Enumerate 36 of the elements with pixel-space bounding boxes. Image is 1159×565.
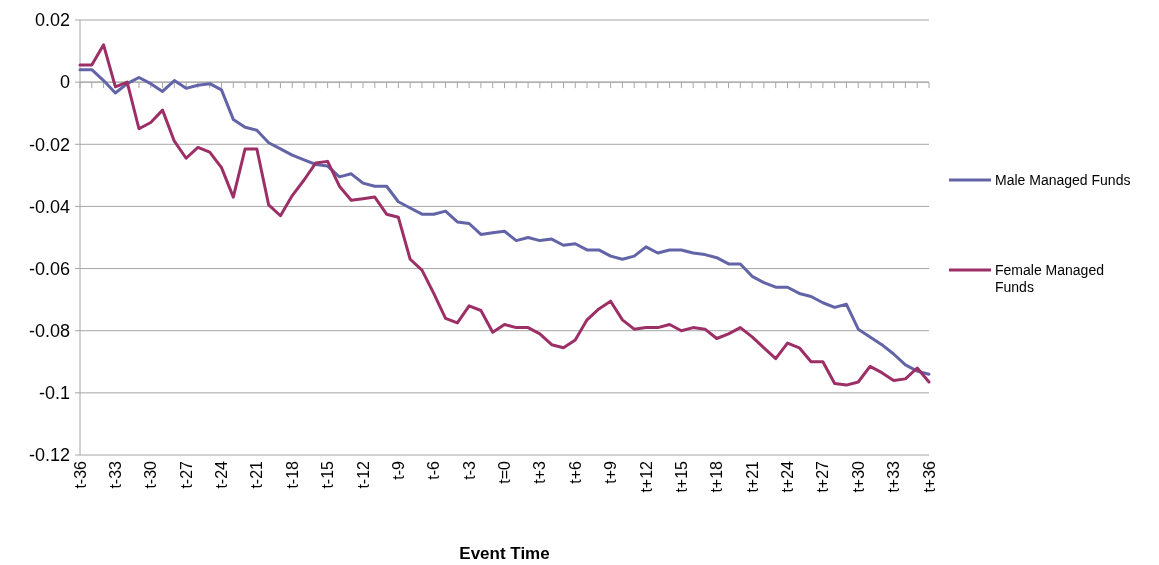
x-tick-label: t-9	[389, 460, 407, 480]
x-tick-label: t+12	[637, 460, 655, 493]
x-tick-label: t+6	[566, 460, 584, 484]
x-tick-label: t+36	[920, 460, 938, 493]
x-tick-label: t-30	[142, 460, 160, 489]
x-tick-label: t+18	[708, 460, 726, 493]
x-tick-label: t+33	[885, 460, 903, 493]
x-tick-label: t=0	[496, 460, 514, 484]
x-tick-label: t-27	[177, 460, 195, 489]
y-tick-label: 0.02	[34, 10, 70, 31]
x-tick-label: t-24	[213, 460, 231, 489]
x-tick-label: t-15	[319, 460, 337, 489]
x-tick-label: t+24	[779, 460, 797, 493]
x-axis-title: Event Time	[459, 544, 550, 563]
x-tick-label: t+30	[849, 460, 867, 493]
x-tick-label: t-33	[106, 460, 124, 489]
x-tick-label: t-6	[425, 460, 443, 480]
y-tick-label: -0.1	[38, 383, 70, 404]
y-tick-label: -0.02	[28, 134, 70, 155]
y-tick-label: -0.08	[28, 321, 70, 342]
y-tick-label: -0.06	[28, 258, 70, 279]
y-tick-label: -0.04	[28, 196, 70, 217]
legend-label: Female Managed Funds	[995, 261, 1104, 295]
x-tick-label: t-3	[460, 460, 478, 480]
y-tick-label: -0.12	[28, 445, 70, 466]
x-tick-label: t+9	[602, 460, 620, 484]
x-tick-label: t-36	[71, 460, 89, 489]
x-tick-label: t+15	[672, 460, 690, 493]
x-tick-label: t+27	[814, 460, 832, 493]
x-tick-label: t+21	[743, 460, 761, 493]
x-tick-label: t-12	[354, 460, 372, 489]
x-tick-label: t-18	[283, 460, 301, 489]
legend-label: Male Managed Funds	[995, 171, 1131, 188]
x-tick-label: t-21	[248, 460, 266, 489]
y-tick-label: 0	[59, 72, 70, 93]
x-tick-label: t+3	[531, 460, 549, 484]
